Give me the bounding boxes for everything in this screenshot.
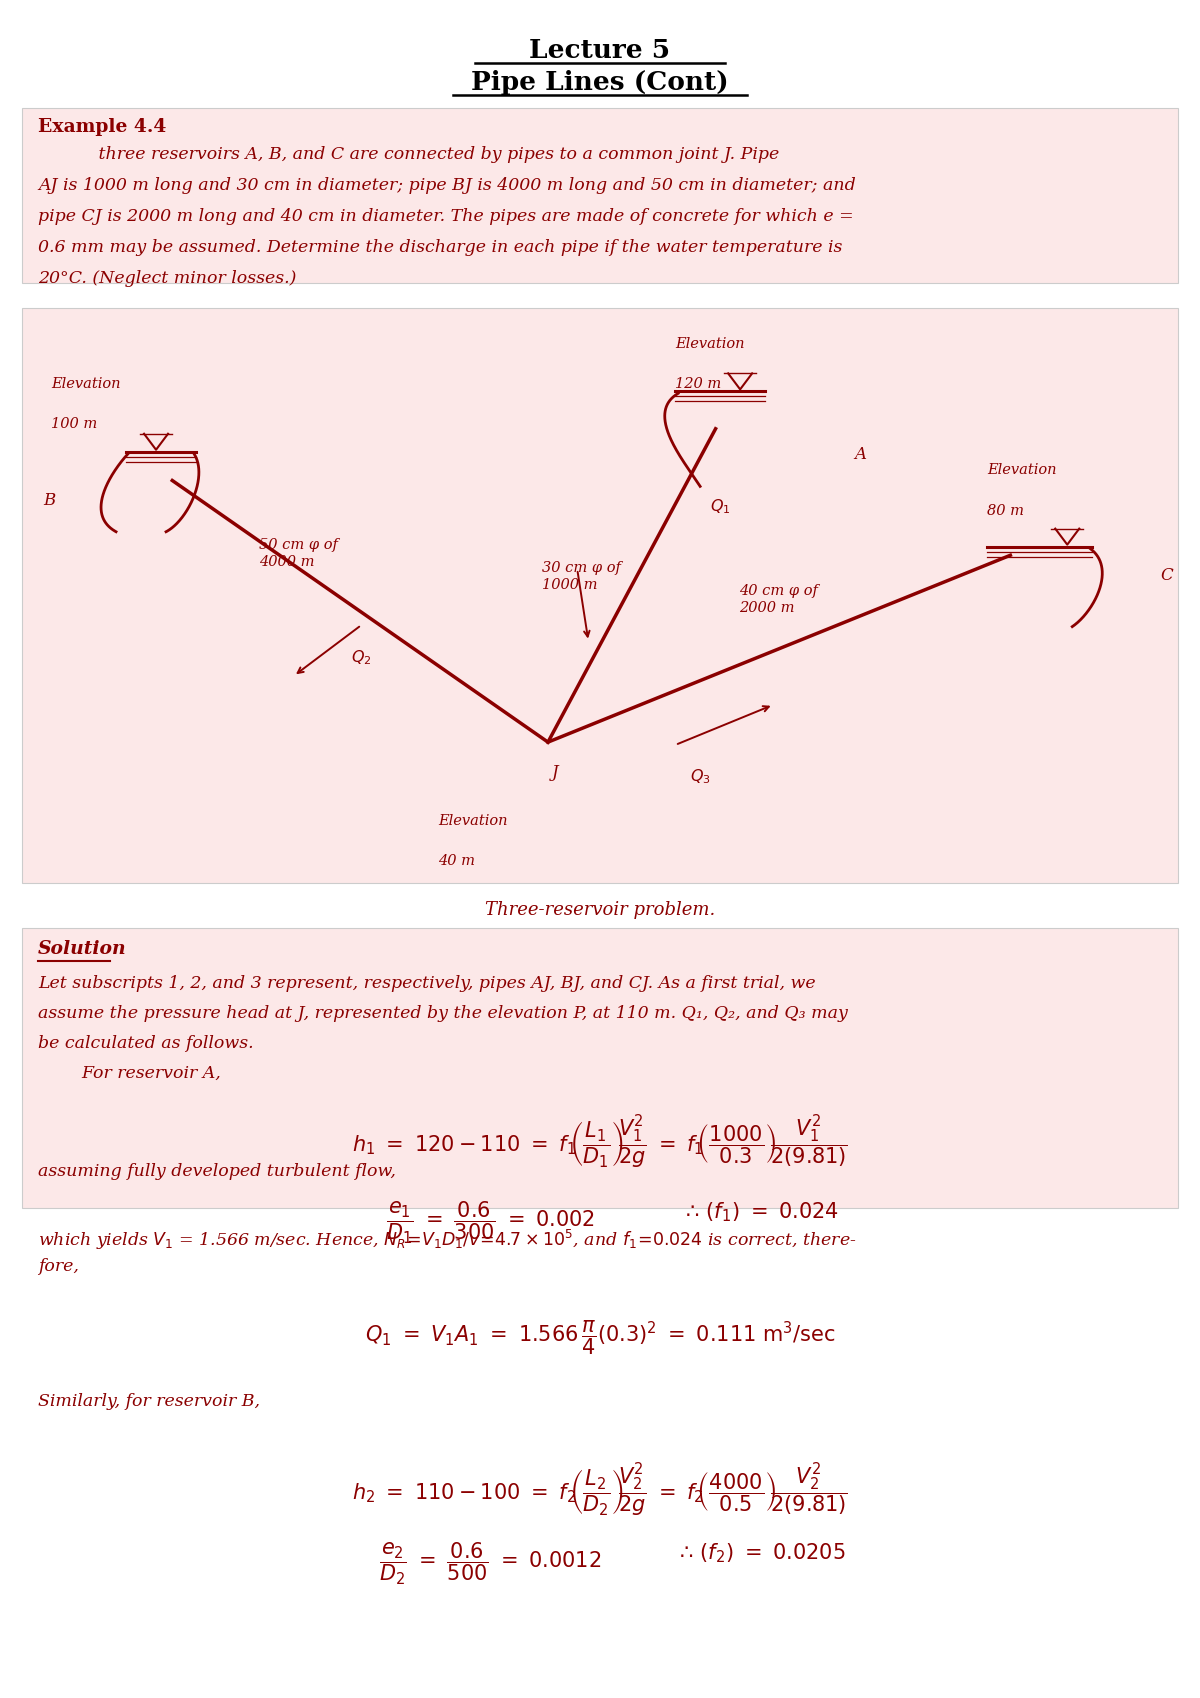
Text: Let subscripts 1, 2, and 3 represent, respectively, pipes AJ, BJ, and CJ. As a f: Let subscripts 1, 2, and 3 represent, re… — [38, 975, 816, 992]
Text: pipe CJ is 2000 m long and 40 cm in diameter. The pipes are made of concrete for: pipe CJ is 2000 m long and 40 cm in diam… — [38, 207, 853, 226]
Text: Similarly, for reservoir B,: Similarly, for reservoir B, — [38, 1392, 260, 1409]
Text: fore,: fore, — [38, 1258, 79, 1275]
Text: 30 cm φ of: 30 cm φ of — [542, 560, 622, 576]
Text: Elevation: Elevation — [438, 813, 508, 829]
Text: $h_2 \ = \ 110-100 \ = \ f_2\!\!\left(\dfrac{L_2}{D_2}\right)\!\!\dfrac{V_2^2}{2: $h_2 \ = \ 110-100 \ = \ f_2\!\!\left(\d… — [352, 1460, 848, 1518]
Text: $\dfrac{e_1}{D_1} \ = \ \dfrac{0.6}{300} \ = \ 0.002$: $\dfrac{e_1}{D_1} \ = \ \dfrac{0.6}{300}… — [385, 1200, 594, 1246]
Text: Pipe Lines (Cont): Pipe Lines (Cont) — [472, 70, 728, 95]
Text: $Q_3$: $Q_3$ — [690, 767, 710, 786]
Text: J: J — [552, 764, 559, 781]
FancyBboxPatch shape — [22, 307, 1178, 883]
Text: For reservoir A,: For reservoir A, — [38, 1065, 221, 1082]
Text: Lecture 5: Lecture 5 — [529, 37, 671, 63]
Text: A: A — [854, 447, 866, 464]
Text: 20°C. (Neglect minor losses.): 20°C. (Neglect minor losses.) — [38, 270, 296, 287]
Text: Elevation: Elevation — [988, 464, 1057, 477]
Text: Example 4.4: Example 4.4 — [38, 117, 167, 136]
Text: C: C — [1160, 567, 1174, 584]
Text: 0.6 mm may be assumed. Determine the discharge in each pipe if the water tempera: 0.6 mm may be assumed. Determine the dis… — [38, 239, 842, 256]
Text: Solution: Solution — [38, 941, 127, 958]
Text: $Q_1$: $Q_1$ — [710, 498, 731, 516]
Text: AJ is 1000 m long and 30 cm in diameter; pipe BJ is 4000 m long and 50 cm in dia: AJ is 1000 m long and 30 cm in diameter;… — [38, 177, 856, 194]
Text: $Q_2$: $Q_2$ — [352, 649, 372, 667]
Text: $Q_1 \ = \ V_1 A_1 \ = \ 1.566\,\dfrac{\pi}{4}(0.3)^2 \ = \ 0.111 \ \mathrm{m^3/: $Q_1 \ = \ V_1 A_1 \ = \ 1.566\,\dfrac{\… — [365, 1318, 835, 1357]
Text: 100 m: 100 m — [50, 418, 97, 431]
Text: be calculated as follows.: be calculated as follows. — [38, 1036, 253, 1053]
Text: Elevation: Elevation — [676, 336, 745, 351]
Text: $h_1 \ = \ 120-110 \ = \ f_1\!\!\left(\dfrac{L_1}{D_1}\right)\!\!\dfrac{V_1^2}{2: $h_1 \ = \ 120-110 \ = \ f_1\!\!\left(\d… — [352, 1112, 848, 1170]
Text: $\dfrac{e_2}{D_2} \ = \ \dfrac{0.6}{500} \ = \ 0.0012$: $\dfrac{e_2}{D_2} \ = \ \dfrac{0.6}{500}… — [379, 1542, 601, 1588]
Text: 1000 m: 1000 m — [542, 577, 598, 593]
Text: assuming fully developed turbulent flow,: assuming fully developed turbulent flow, — [38, 1163, 396, 1180]
Text: assume the pressure head at J, represented by the elevation P, at 110 m. Q₁, Q₂,: assume the pressure head at J, represent… — [38, 1005, 848, 1022]
Text: 40 cm φ of: 40 cm φ of — [739, 584, 817, 598]
Text: 80 m: 80 m — [988, 504, 1025, 518]
Text: 50 cm φ of: 50 cm φ of — [259, 538, 338, 552]
Text: $\therefore\,(f_1) \ = \ 0.024$: $\therefore\,(f_1) \ = \ 0.024$ — [680, 1200, 839, 1224]
Text: 2000 m: 2000 m — [739, 601, 794, 615]
Text: which yields $V_1$ = 1.566 m/sec. Hence, $N_R\!=\!V_1D_1/v\!=\!4.7\times10^5$, a: which yields $V_1$ = 1.566 m/sec. Hence,… — [38, 1228, 857, 1251]
Text: 40 m: 40 m — [438, 854, 475, 868]
Text: Elevation: Elevation — [50, 377, 120, 391]
Text: 4000 m: 4000 m — [259, 555, 314, 569]
FancyBboxPatch shape — [22, 109, 1178, 284]
Text: $\therefore\,(f_2) \ = \ 0.0205$: $\therefore\,(f_2) \ = \ 0.0205$ — [674, 1542, 845, 1564]
Text: three reservoirs A, B, and C are connected by pipes to a common joint J. Pipe: three reservoirs A, B, and C are connect… — [38, 146, 779, 163]
Text: B: B — [43, 492, 55, 509]
Text: 120 m: 120 m — [676, 377, 721, 391]
Text: Three-reservoir problem.: Three-reservoir problem. — [485, 902, 715, 919]
FancyBboxPatch shape — [22, 929, 1178, 1207]
